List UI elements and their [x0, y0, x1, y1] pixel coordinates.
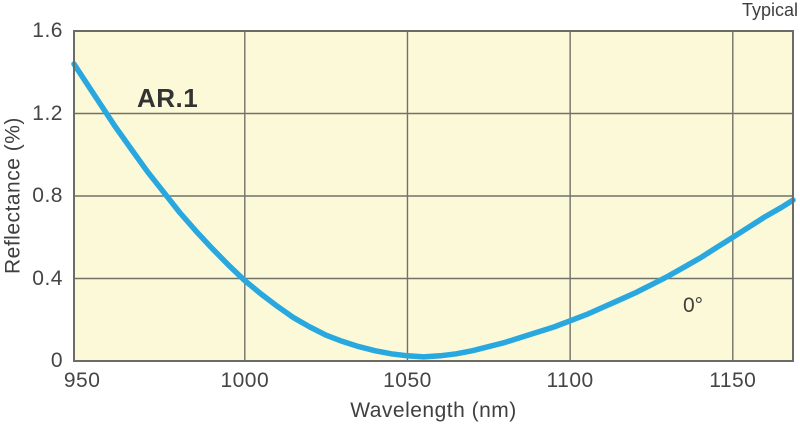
y-axis-title: Reflectance (%)	[1, 117, 25, 275]
x-axis-title: Wavelength (nm)	[350, 399, 517, 422]
x-tick-label: 950	[63, 369, 101, 392]
x-tick-label: 1050	[383, 369, 432, 392]
x-tick-label: 1150	[709, 369, 757, 392]
x-tick-label: 1100	[546, 369, 594, 392]
plot-border	[73, 30, 794, 362]
y-tick-label: 0.8	[32, 184, 63, 207]
y-tick-label: 1.2	[32, 101, 63, 125]
y-tick-label: 0	[50, 349, 63, 372]
x-tick-label: 1000	[220, 369, 270, 392]
reflectance-curve	[71, 61, 796, 360]
typical-note: Typical	[741, 0, 798, 20]
y-tick-label: 1.6	[32, 19, 63, 42]
angle-of-incidence-label: 0°	[683, 294, 704, 317]
y-tick-label: 0.4	[32, 266, 63, 290]
series-label-ar1: AR.1	[137, 83, 199, 113]
